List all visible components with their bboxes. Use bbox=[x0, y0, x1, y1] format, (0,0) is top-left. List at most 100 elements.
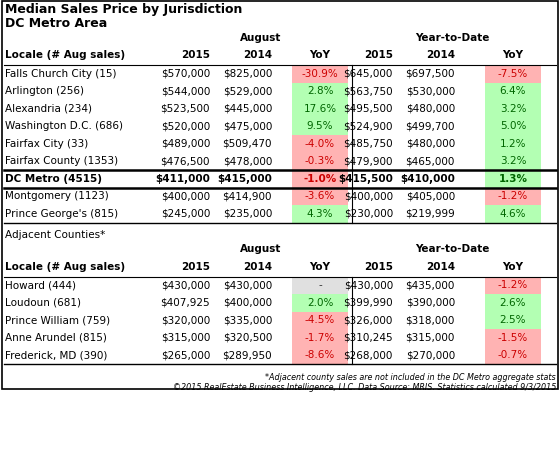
Text: $495,500: $495,500 bbox=[343, 104, 393, 114]
Text: *Adjacent county sales are not included in the DC Metro aggregate stats: *Adjacent county sales are not included … bbox=[265, 373, 556, 382]
Text: $400,000: $400,000 bbox=[223, 298, 272, 308]
Text: $415,000: $415,000 bbox=[217, 174, 272, 184]
Text: August: August bbox=[240, 33, 282, 43]
Text: $315,000: $315,000 bbox=[405, 333, 455, 343]
Text: -8.6%: -8.6% bbox=[305, 350, 335, 360]
Text: Washington D.C. (686): Washington D.C. (686) bbox=[5, 121, 123, 131]
Text: $320,500: $320,500 bbox=[223, 333, 272, 343]
Text: -4.5%: -4.5% bbox=[305, 315, 335, 325]
Text: $405,000: $405,000 bbox=[406, 191, 455, 201]
Text: $499,700: $499,700 bbox=[405, 121, 455, 131]
Bar bbox=[292, 135, 348, 152]
Bar bbox=[485, 276, 541, 294]
Bar bbox=[485, 329, 541, 346]
Text: YoY: YoY bbox=[502, 50, 524, 60]
Text: 2.8%: 2.8% bbox=[307, 86, 333, 96]
Text: 4.3%: 4.3% bbox=[307, 209, 333, 219]
Bar bbox=[2, 1, 558, 389]
Bar bbox=[292, 188, 348, 205]
Text: $235,000: $235,000 bbox=[223, 209, 272, 219]
Text: -0.7%: -0.7% bbox=[498, 350, 528, 360]
Bar bbox=[485, 118, 541, 135]
Text: YoY: YoY bbox=[502, 261, 524, 272]
Text: Median Sales Price by Jurisdiction: Median Sales Price by Jurisdiction bbox=[5, 3, 242, 16]
Text: $245,000: $245,000 bbox=[161, 209, 210, 219]
Text: $509,470: $509,470 bbox=[222, 139, 272, 149]
Text: YoY: YoY bbox=[310, 50, 330, 60]
Text: $523,500: $523,500 bbox=[161, 104, 210, 114]
Text: 3.2%: 3.2% bbox=[500, 104, 526, 114]
Text: August: August bbox=[240, 244, 282, 254]
Text: 3.2%: 3.2% bbox=[500, 156, 526, 166]
Bar bbox=[292, 152, 348, 170]
Text: 2015: 2015 bbox=[364, 50, 393, 60]
Bar bbox=[485, 346, 541, 364]
Text: $265,000: $265,000 bbox=[161, 350, 210, 360]
Text: Frederick, MD (390): Frederick, MD (390) bbox=[5, 350, 108, 360]
Text: $476,500: $476,500 bbox=[161, 156, 210, 166]
Text: Fairfax City (33): Fairfax City (33) bbox=[5, 139, 88, 149]
Text: Loudoun (681): Loudoun (681) bbox=[5, 298, 81, 308]
Text: $530,000: $530,000 bbox=[406, 86, 455, 96]
Text: -1.2%: -1.2% bbox=[498, 191, 528, 201]
Text: 1.3%: 1.3% bbox=[498, 174, 528, 184]
Text: $475,000: $475,000 bbox=[223, 121, 272, 131]
Bar bbox=[292, 294, 348, 312]
Text: -1.5%: -1.5% bbox=[498, 333, 528, 343]
Text: $544,000: $544,000 bbox=[161, 86, 210, 96]
Text: $315,000: $315,000 bbox=[161, 333, 210, 343]
Text: $430,000: $430,000 bbox=[223, 280, 272, 290]
Text: -7.5%: -7.5% bbox=[498, 69, 528, 79]
Text: $320,000: $320,000 bbox=[161, 315, 210, 325]
Text: $414,900: $414,900 bbox=[222, 191, 272, 201]
Text: Prince William (759): Prince William (759) bbox=[5, 315, 110, 325]
Text: 5.0%: 5.0% bbox=[500, 121, 526, 131]
Text: -30.9%: -30.9% bbox=[302, 69, 338, 79]
Text: $411,000: $411,000 bbox=[155, 174, 210, 184]
Text: $489,000: $489,000 bbox=[161, 139, 210, 149]
Text: $230,000: $230,000 bbox=[344, 209, 393, 219]
Text: $697,500: $697,500 bbox=[405, 69, 455, 79]
Text: $465,000: $465,000 bbox=[405, 156, 455, 166]
Text: Fairfax County (1353): Fairfax County (1353) bbox=[5, 156, 118, 166]
Text: $335,000: $335,000 bbox=[223, 315, 272, 325]
Text: $570,000: $570,000 bbox=[161, 69, 210, 79]
Bar bbox=[485, 170, 541, 188]
Text: -1.2%: -1.2% bbox=[498, 280, 528, 290]
Bar bbox=[485, 188, 541, 205]
Text: $485,750: $485,750 bbox=[343, 139, 393, 149]
Text: Montgomery (1123): Montgomery (1123) bbox=[5, 191, 109, 201]
Text: $480,000: $480,000 bbox=[406, 139, 455, 149]
Text: $400,000: $400,000 bbox=[344, 191, 393, 201]
Text: $445,000: $445,000 bbox=[223, 104, 272, 114]
Bar bbox=[292, 170, 348, 188]
Bar bbox=[485, 100, 541, 118]
Text: $435,000: $435,000 bbox=[405, 280, 455, 290]
Text: 2.0%: 2.0% bbox=[307, 298, 333, 308]
Text: $326,000: $326,000 bbox=[344, 315, 393, 325]
Text: $645,000: $645,000 bbox=[344, 69, 393, 79]
Text: -4.0%: -4.0% bbox=[305, 139, 335, 149]
Text: -1.7%: -1.7% bbox=[305, 333, 335, 343]
Text: $415,500: $415,500 bbox=[338, 174, 393, 184]
Bar bbox=[292, 65, 348, 83]
Text: $219,999: $219,999 bbox=[405, 209, 455, 219]
Text: Anne Arundel (815): Anne Arundel (815) bbox=[5, 333, 107, 343]
Text: 6.4%: 6.4% bbox=[500, 86, 526, 96]
Text: -1.0%: -1.0% bbox=[304, 174, 337, 184]
Text: $410,000: $410,000 bbox=[400, 174, 455, 184]
Text: 2.5%: 2.5% bbox=[500, 315, 526, 325]
Text: Adjacent Counties*: Adjacent Counties* bbox=[5, 230, 105, 241]
Text: $390,000: $390,000 bbox=[406, 298, 455, 308]
Text: 17.6%: 17.6% bbox=[304, 104, 337, 114]
Text: $268,000: $268,000 bbox=[344, 350, 393, 360]
Text: $529,000: $529,000 bbox=[223, 86, 272, 96]
Bar bbox=[292, 100, 348, 118]
Text: $430,000: $430,000 bbox=[161, 280, 210, 290]
Text: Year-to-Date: Year-to-Date bbox=[415, 33, 489, 43]
Text: 2015: 2015 bbox=[181, 50, 210, 60]
Text: Year-to-Date: Year-to-Date bbox=[415, 244, 489, 254]
Bar bbox=[485, 83, 541, 100]
Text: $479,900: $479,900 bbox=[343, 156, 393, 166]
Text: $289,950: $289,950 bbox=[222, 350, 272, 360]
